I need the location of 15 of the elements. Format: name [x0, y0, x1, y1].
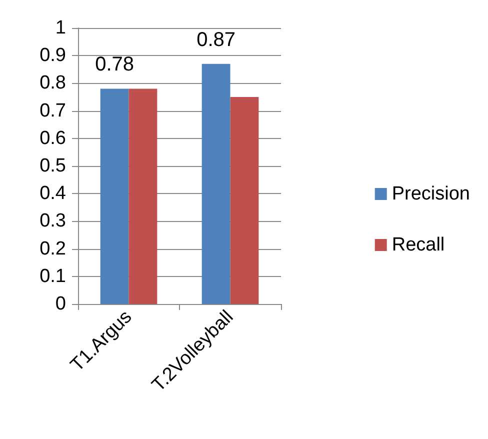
- data-label: 0.78: [95, 54, 134, 76]
- data-label: 0.87: [196, 28, 236, 51]
- y-tick-label: 1: [55, 18, 66, 38]
- y-tick-label: 0.8: [40, 72, 66, 94]
- y-tick-label: 0: [55, 294, 66, 314]
- legend-label: Recall: [392, 234, 445, 256]
- legend-label: Precision: [392, 184, 470, 204]
- y-tick-label: 0.9: [40, 45, 66, 66]
- y-tick-label: 0.1: [40, 266, 66, 287]
- y-tick-label: 0.5: [40, 156, 66, 176]
- y-tick-label: 0.7: [40, 100, 66, 122]
- y-tick-label: 0.2: [40, 238, 66, 260]
- y-tick-label: 0.6: [40, 128, 66, 149]
- y-tick-label: 0.4: [40, 183, 66, 204]
- y-tick-label: 0.3: [40, 210, 66, 232]
